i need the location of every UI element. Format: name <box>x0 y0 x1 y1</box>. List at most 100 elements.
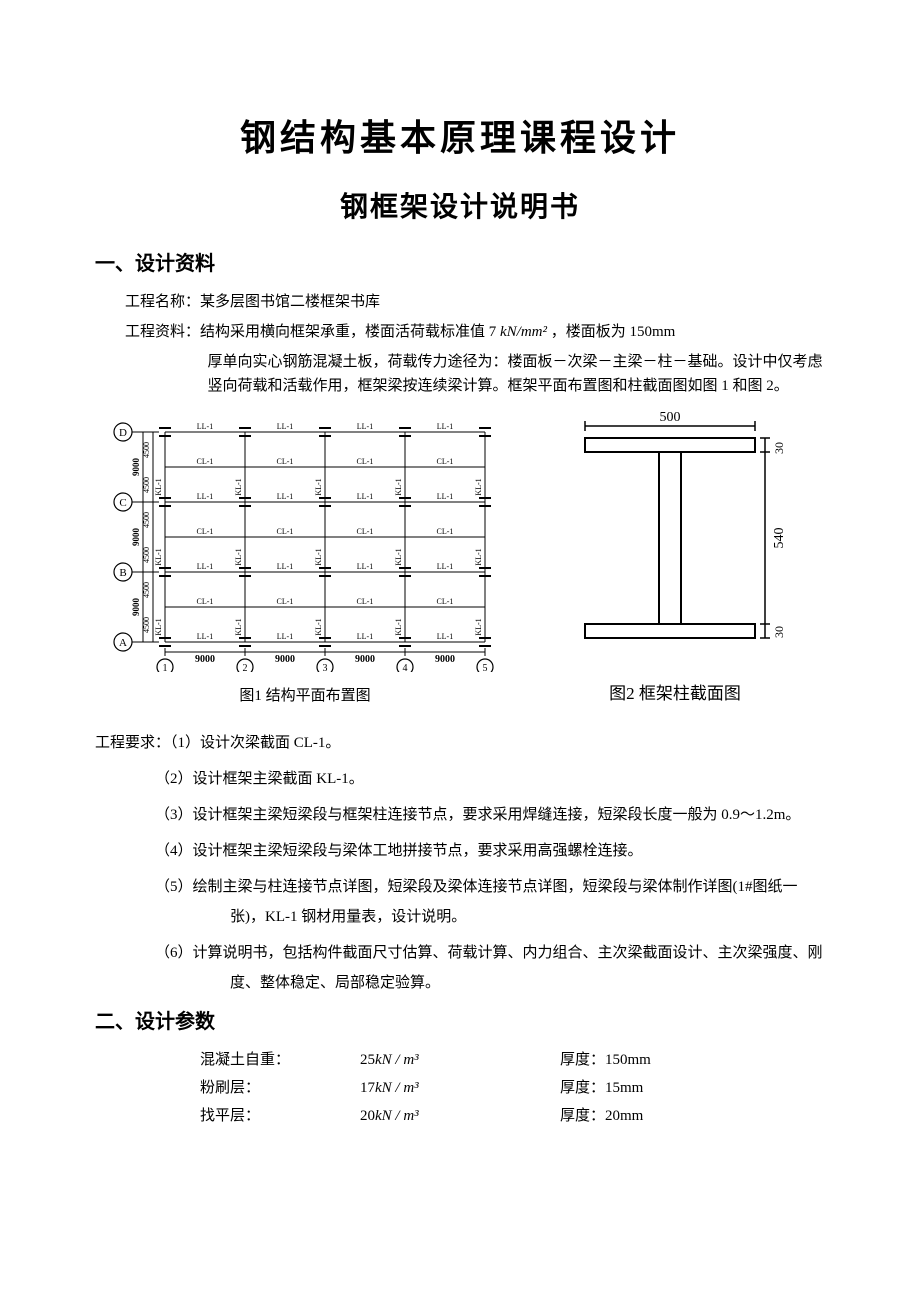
req-5: （5）绘制主梁与柱连接节点详图，短梁段及梁体连接节点详图，短梁段与梁体制作详图(… <box>95 872 825 932</box>
col-4: 4 <box>403 663 408 672</box>
ll-label: LL-1 <box>197 422 213 431</box>
kl-label: KL-1 <box>314 548 323 565</box>
dim-9000: 9000 <box>275 654 295 665</box>
dim-9000: 9000 <box>435 654 455 665</box>
project-info-line-1: 工程资料：结构采用横向框架承重，楼面活荷载标准值 7 kN/mm² ，楼面板为 … <box>95 320 825 344</box>
kl-label: KL-1 <box>474 548 483 565</box>
kl-label: KL-1 <box>314 618 323 635</box>
kl-label: KL-1 <box>234 618 243 635</box>
kl-label: KL-1 <box>394 618 403 635</box>
cl-label: CL-1 <box>437 457 454 466</box>
dim-500: 500 <box>660 410 681 425</box>
dim-30-top: 30 <box>772 442 786 454</box>
kl-label: KL-1 <box>474 478 483 495</box>
col-3: 3 <box>323 663 328 672</box>
kl-label: KL-1 <box>314 478 323 495</box>
param-unit: kN / m³ <box>375 1108 419 1124</box>
fig2-caption: 图2 框架柱截面图 <box>555 680 795 707</box>
cl-label: CL-1 <box>197 527 214 536</box>
cl-label: CL-1 <box>277 527 294 536</box>
cl-label: CL-1 <box>437 527 454 536</box>
param-thick: 厚度：15mm <box>560 1076 740 1100</box>
ll-label: LL-1 <box>277 422 293 431</box>
dim-9000: 9000 <box>195 654 215 665</box>
param-num: 20 <box>360 1108 375 1124</box>
req-2: （2）设计框架主梁截面 KL-1。 <box>95 764 825 794</box>
dim-30-bot: 30 <box>772 626 786 638</box>
ll-label: LL-1 <box>357 492 373 501</box>
proj-info-prefix: 工程资料：结构采用横向框架承重，楼面活荷载标准值 7 <box>125 324 500 340</box>
col-2: 2 <box>243 663 248 672</box>
figure-1: D C B A 1 <box>95 412 515 708</box>
ll-label: LL-1 <box>277 492 293 501</box>
cl-label: CL-1 <box>357 457 374 466</box>
param-value: 17kN / m³ <box>360 1076 560 1100</box>
ll-label: LL-1 <box>357 562 373 571</box>
req-label: 工程要求： <box>95 735 170 751</box>
figures-row: D C B A 1 <box>95 408 825 707</box>
req-6: （6）计算说明书，包括构件截面尺寸估算、荷载计算、内力组合、主次梁截面设计、主次… <box>95 938 825 998</box>
kl-label: KL-1 <box>154 548 163 565</box>
ll-label: LL-1 <box>357 422 373 431</box>
cl-label: CL-1 <box>437 597 454 606</box>
proj-info-unit: kN/mm² <box>500 324 547 340</box>
doc-title: 钢结构基本原理课程设计 <box>95 110 825 168</box>
cl-label: CL-1 <box>197 457 214 466</box>
param-unit: kN / m³ <box>375 1080 419 1096</box>
ll-label: LL-1 <box>437 492 453 501</box>
param-num: 17 <box>360 1080 375 1096</box>
fig1-caption: 图1 结构平面布置图 <box>95 684 515 708</box>
param-thick: 厚度：20mm <box>560 1104 740 1128</box>
axis-A: A <box>119 637 127 649</box>
page: 钢结构基本原理课程设计 钢框架设计说明书 一、设计资料 工程名称：某多层图书馆二… <box>0 0 920 1208</box>
axis-D: D <box>119 427 127 439</box>
section-svg: 500 <box>555 408 795 668</box>
cl-label: CL-1 <box>277 457 294 466</box>
project-info-line-2: 厚单向实心钢筋混凝土板，荷载传力途径为：楼面板－次梁－主梁－柱－基础。设计中仅考… <box>95 350 825 398</box>
doc-subtitle: 钢框架设计说明书 <box>95 186 825 231</box>
param-name: 混凝土自重： <box>200 1048 360 1072</box>
ll-label: LL-1 <box>437 632 453 641</box>
section-1-heading: 一、设计资料 <box>95 248 825 280</box>
col-5: 5 <box>483 663 488 672</box>
dim-9000: 9000 <box>131 597 141 616</box>
kl-label: KL-1 <box>234 548 243 565</box>
ll-label: LL-1 <box>437 562 453 571</box>
proj-info-suffix: ，楼面板为 150mm <box>547 324 675 340</box>
params-grid: 混凝土自重： 25kN / m³ 厚度：150mm 粉刷层： 17kN / m³… <box>200 1048 825 1128</box>
ll-label: LL-1 <box>197 632 213 641</box>
cl-label: CL-1 <box>357 527 374 536</box>
param-name: 粉刷层： <box>200 1076 360 1100</box>
param-thick: 厚度：150mm <box>560 1048 740 1072</box>
dim-9000: 9000 <box>131 457 141 476</box>
kl-label: KL-1 <box>154 618 163 635</box>
ll-label: LL-1 <box>197 562 213 571</box>
dim-9000: 9000 <box>131 527 141 546</box>
kl-label: KL-1 <box>394 548 403 565</box>
ll-label: LL-1 <box>277 562 293 571</box>
req-1: 工程要求：（1）设计次梁截面 CL-1。 <box>95 728 825 758</box>
kl-label: KL-1 <box>394 478 403 495</box>
ll-label: LL-1 <box>437 422 453 431</box>
cl-label: CL-1 <box>277 597 294 606</box>
ll-label: LL-1 <box>197 492 213 501</box>
axis-C: C <box>119 497 126 509</box>
param-value: 25kN / m³ <box>360 1048 560 1072</box>
ll-label: LL-1 <box>277 632 293 641</box>
kl-label: KL-1 <box>234 478 243 495</box>
ll-label: LL-1 <box>357 632 373 641</box>
project-name-line: 工程名称：某多层图书馆二楼框架书库 <box>95 290 825 314</box>
param-num: 25 <box>360 1052 375 1068</box>
plan-svg: D C B A 1 <box>95 412 515 672</box>
param-unit: kN / m³ <box>375 1052 419 1068</box>
section-2-heading: 二、设计参数 <box>95 1006 825 1038</box>
dim-540: 540 <box>772 528 787 549</box>
axis-B: B <box>119 567 126 579</box>
figure-2: 500 <box>555 408 795 707</box>
col-1: 1 <box>163 663 168 672</box>
kl-label: KL-1 <box>154 478 163 495</box>
kl-label: KL-1 <box>474 618 483 635</box>
req-4: （4）设计框架主梁短梁段与梁体工地拼接节点，要求采用高强螺栓连接。 <box>95 836 825 866</box>
req-3: （3）设计框架主梁短梁段与框架柱连接节点，要求采用焊缝连接，短梁段长度一般为 0… <box>95 800 825 830</box>
req-1-text: （1）设计次梁截面 CL-1。 <box>170 735 340 751</box>
